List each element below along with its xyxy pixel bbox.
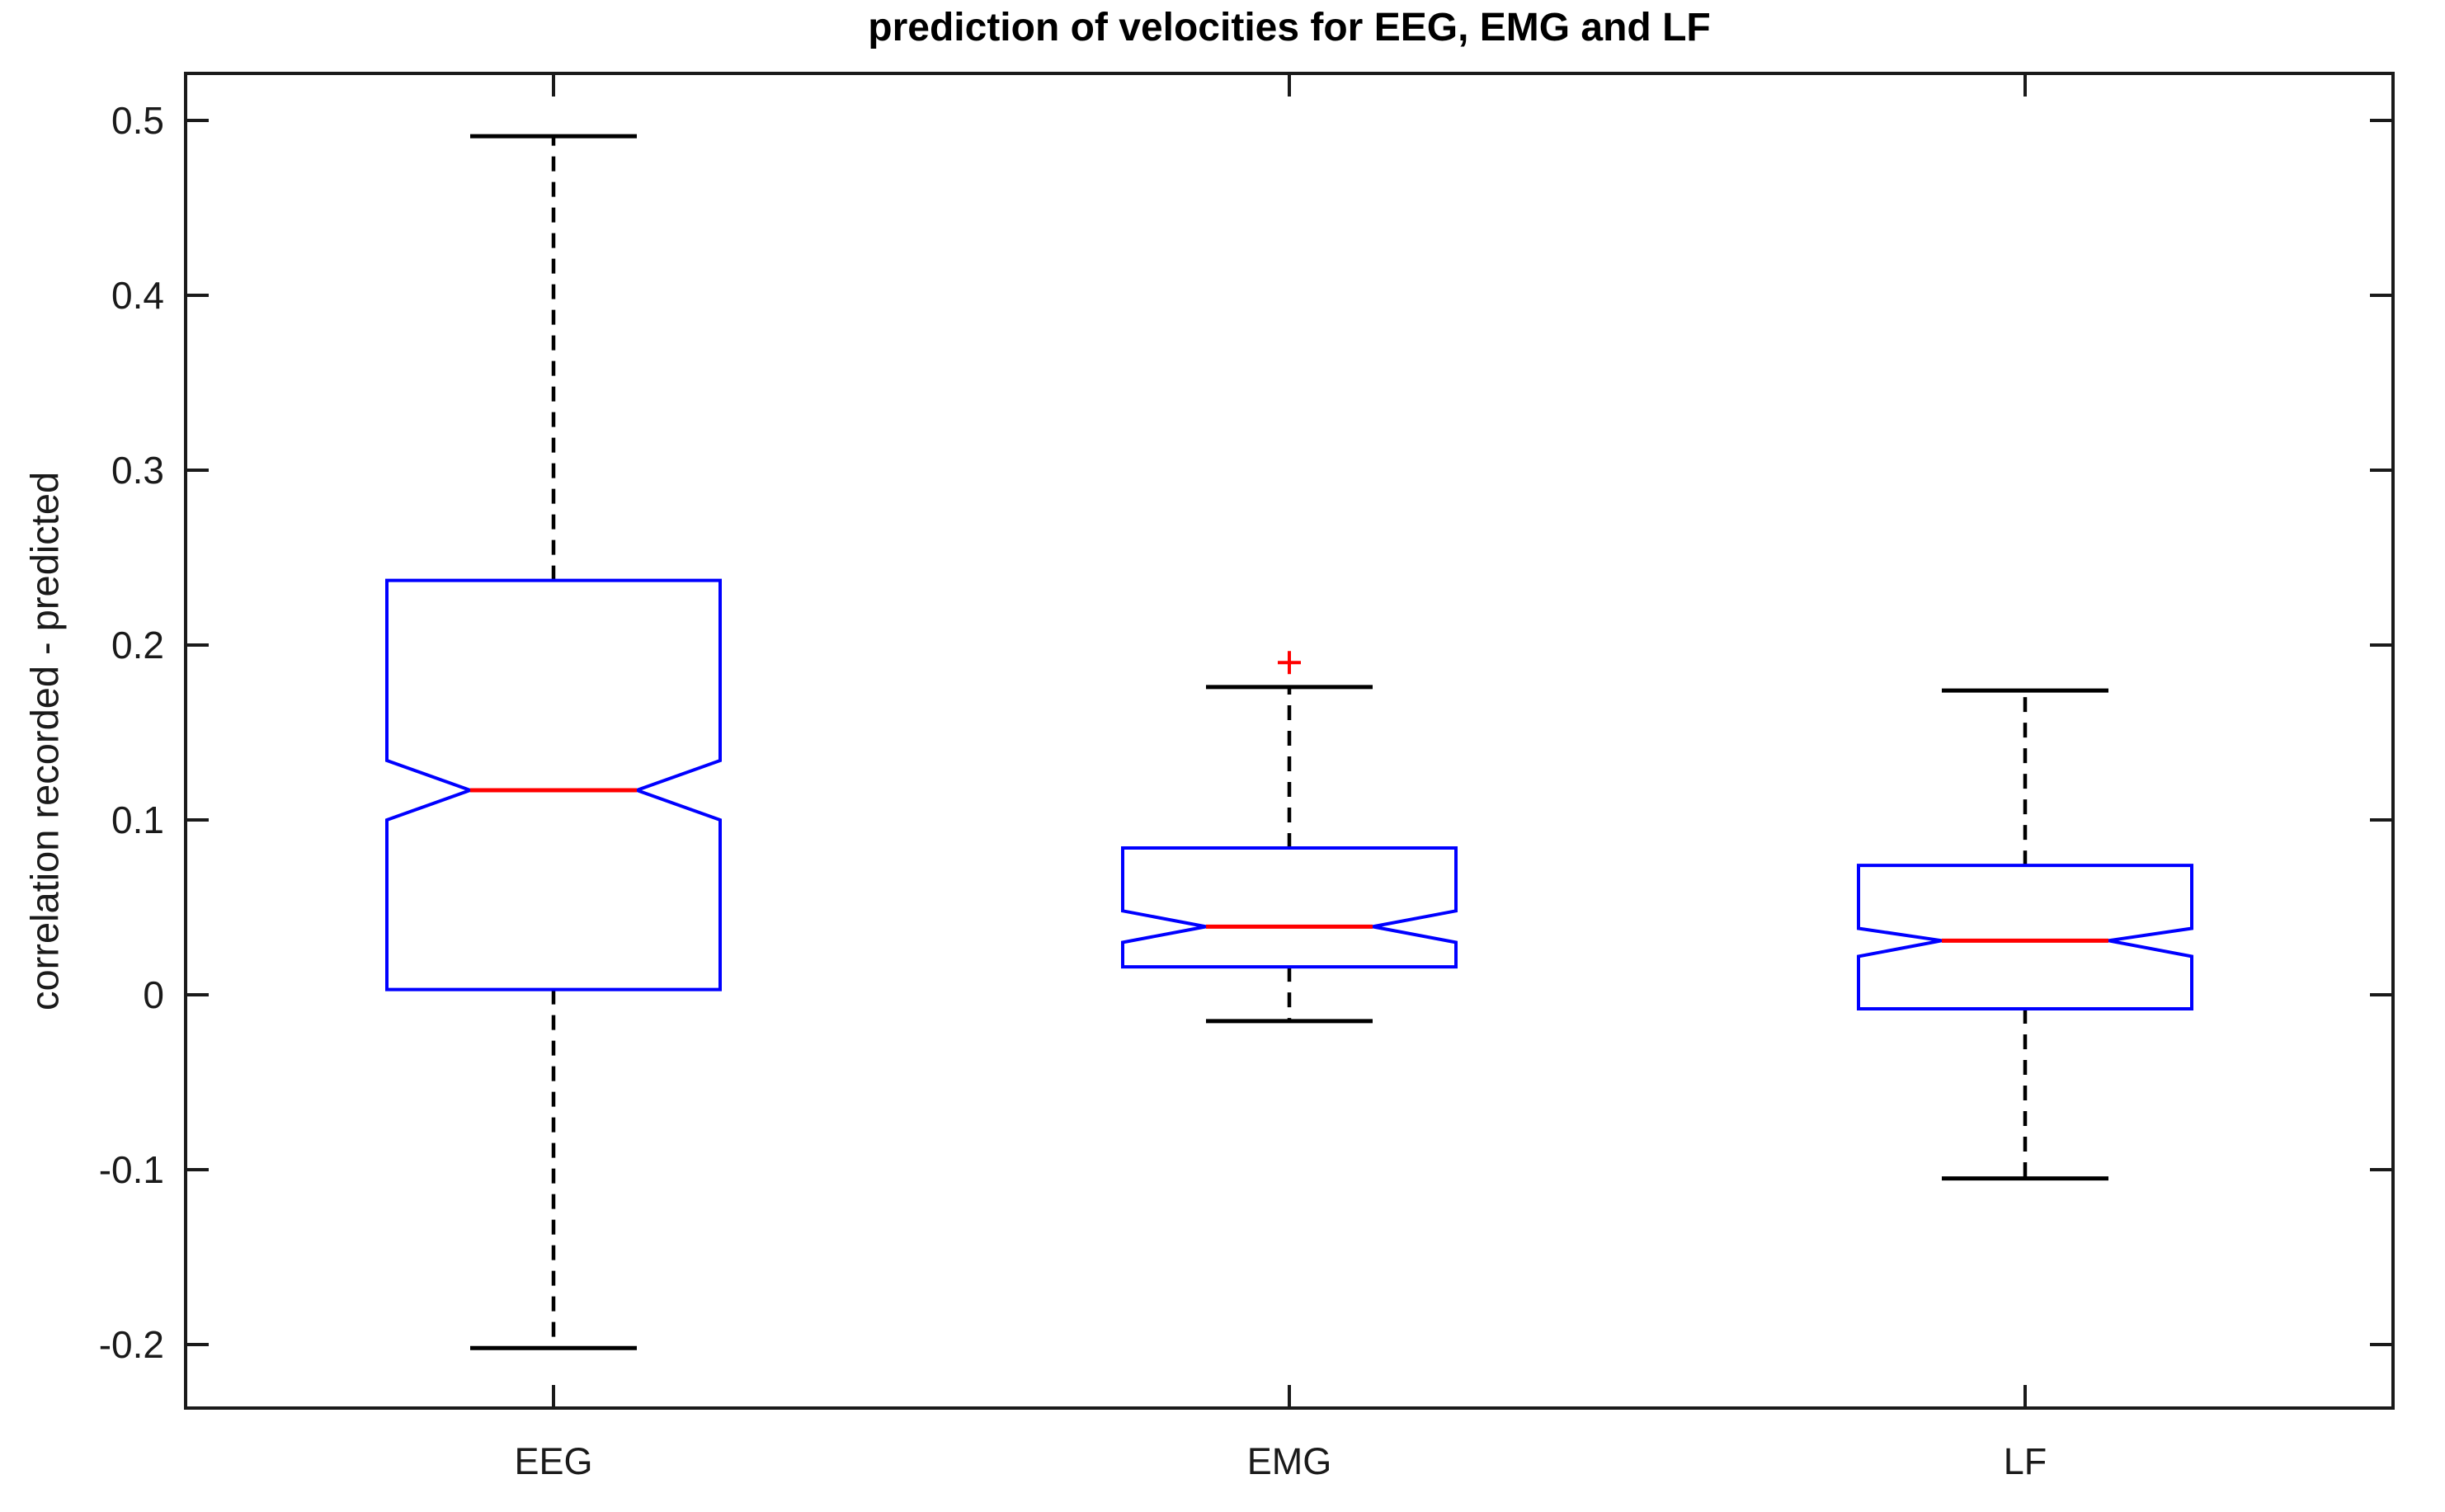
y-ticks <box>186 119 2393 1347</box>
chart-title: prediction of velocities for EEG, EMG an… <box>868 6 1711 49</box>
y-tick-label-0.3: 0.3 <box>111 449 164 492</box>
y-tick-label-0.2: 0.2 <box>111 624 164 667</box>
box-group-EEG <box>385 134 722 1350</box>
notched-box-EMG <box>1121 845 1458 969</box>
box-group-EMG <box>1121 651 1458 1024</box>
y-tick-label-0.4: 0.4 <box>111 274 164 317</box>
y-tick-label-0: 0 <box>143 973 164 1016</box>
x-tick-label-EMG: EMG <box>1247 1440 1332 1482</box>
outlier-marker-EMG-0 <box>1278 651 1301 675</box>
x-tick-labels: EEG EMG LF <box>514 1440 2047 1482</box>
notched-box-LF <box>1857 864 2193 1010</box>
y-tick-label--0.2: -0.2 <box>99 1323 164 1366</box>
y-tick-label-0.5: 0.5 <box>111 99 164 142</box>
x-tick-label-LF: LF <box>2004 1440 2047 1482</box>
box-group-LF <box>1857 688 2193 1181</box>
y-tick-label-0.1: 0.1 <box>111 798 164 841</box>
notched-box-EEG <box>385 578 722 992</box>
y-tick-labels: -0.2 -0.1 0 0.1 0.2 0.3 0.4 0.5 <box>99 99 164 1366</box>
x-tick-label-EEG: EEG <box>514 1440 592 1482</box>
y-tick-label--0.1: -0.1 <box>99 1148 164 1191</box>
x-ticks <box>552 73 2027 1408</box>
